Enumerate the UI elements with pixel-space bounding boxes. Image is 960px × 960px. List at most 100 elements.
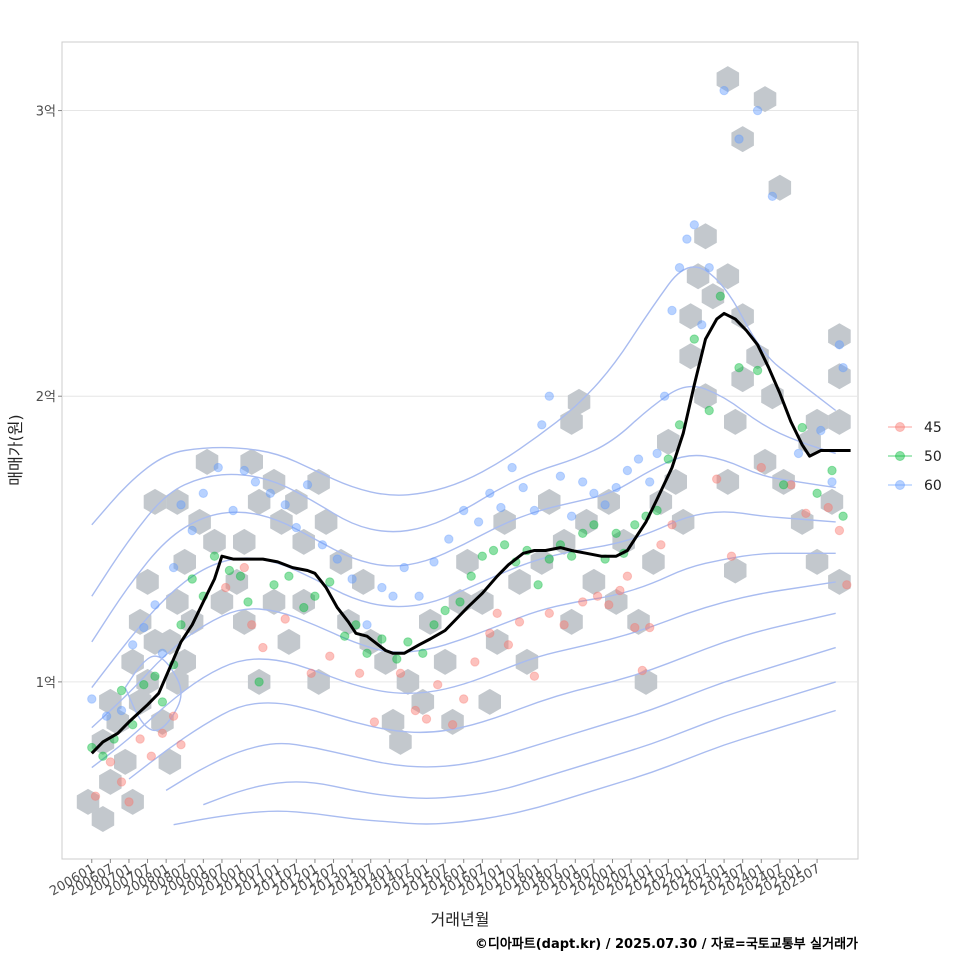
data-point-50 <box>566 551 577 561</box>
data-point-45 <box>459 694 469 704</box>
data-point-45 <box>615 585 625 596</box>
data-point-50 <box>392 654 402 664</box>
legend-key-dot <box>895 480 905 490</box>
hex-bin <box>143 488 167 515</box>
data-point-50 <box>533 580 543 590</box>
hex-bin <box>307 668 330 695</box>
hex-bin <box>805 408 829 435</box>
hex-bin <box>173 548 196 575</box>
data-point-60 <box>101 711 112 721</box>
data-point-45 <box>726 551 737 561</box>
data-point-50 <box>797 422 807 433</box>
data-point-45 <box>801 508 811 518</box>
data-point-60 <box>566 511 577 521</box>
hex-bin <box>716 66 740 93</box>
hex-bin <box>188 508 211 535</box>
data-point-45 <box>637 665 647 676</box>
data-point-45 <box>176 740 186 750</box>
data-point-60 <box>816 425 826 436</box>
hex-bin <box>292 588 315 615</box>
data-point-60 <box>239 465 250 476</box>
data-point-45 <box>354 668 365 678</box>
hex-bin <box>538 488 561 515</box>
density-contour <box>203 681 836 806</box>
density-contour <box>124 655 182 732</box>
x-axis-title: 거래년월 <box>431 910 490 929</box>
data-point-60 <box>198 488 209 498</box>
data-point-45 <box>630 622 640 633</box>
data-point-50 <box>778 480 789 490</box>
data-point-60 <box>176 500 186 510</box>
data-point-50 <box>224 565 235 576</box>
hex-bin <box>485 628 509 655</box>
data-point-50 <box>243 597 253 607</box>
data-point-60 <box>473 517 484 527</box>
data-point-60 <box>667 305 677 316</box>
data-point-50 <box>812 488 822 498</box>
hex-bin <box>314 508 338 535</box>
hex-bin <box>649 488 673 515</box>
trend-line-group <box>90 311 851 755</box>
data-point-50 <box>377 634 387 644</box>
data-point-50 <box>98 751 108 761</box>
data-point-45 <box>823 502 833 513</box>
data-point-60 <box>645 477 655 487</box>
hex-bin <box>805 548 829 575</box>
data-point-45 <box>578 597 588 607</box>
hex-bin <box>471 588 494 615</box>
hex-bin <box>411 688 435 715</box>
data-point-60 <box>518 482 528 493</box>
data-point-60 <box>633 454 644 464</box>
density-contours <box>91 266 837 826</box>
data-point-45 <box>544 608 554 618</box>
data-point-60 <box>659 391 670 401</box>
data-point-45 <box>834 525 845 536</box>
hex-bin <box>582 568 606 595</box>
data-point-60 <box>793 448 804 459</box>
data-point-60 <box>767 191 778 202</box>
density-contour <box>173 709 836 826</box>
data-point-45 <box>239 562 250 573</box>
data-point-45 <box>786 480 796 490</box>
hex-bin <box>381 708 405 735</box>
data-point-60 <box>652 448 662 459</box>
data-point-60 <box>674 263 685 273</box>
data-point-60 <box>752 105 763 116</box>
data-point-45 <box>622 571 633 581</box>
data-point-45 <box>157 728 168 738</box>
hex-bin <box>716 263 740 290</box>
data-point-45 <box>604 600 614 610</box>
data-point-50 <box>325 577 335 587</box>
hex-bin <box>233 608 256 635</box>
data-point-50 <box>299 602 309 613</box>
data-point-45 <box>146 751 157 761</box>
data-point-50 <box>362 648 372 658</box>
data-point-60 <box>213 462 223 473</box>
data-point-60 <box>485 488 495 498</box>
hex-bin <box>136 668 159 695</box>
data-point-60 <box>496 502 506 513</box>
density-contour <box>128 612 836 780</box>
data-point-45 <box>492 608 502 618</box>
trend-line <box>90 311 851 755</box>
data-point-60 <box>429 557 439 567</box>
data-point-45 <box>369 717 380 727</box>
data-point-60 <box>388 591 398 601</box>
hex-bin <box>772 468 795 495</box>
hex-bin <box>724 408 747 435</box>
hex-bin <box>121 788 144 815</box>
hex-bin <box>820 488 844 515</box>
hex-bin <box>166 668 189 695</box>
data-point-50 <box>340 631 350 641</box>
data-point-60 <box>187 525 197 536</box>
data-point-50 <box>715 291 726 301</box>
data-point-60 <box>838 363 848 373</box>
data-point-60 <box>704 263 714 273</box>
hex-bin <box>352 568 375 595</box>
data-point-60 <box>734 134 744 144</box>
hex-bin <box>210 588 234 615</box>
hex-bin <box>753 448 777 475</box>
hex-bin <box>679 303 702 330</box>
data-point-45 <box>529 671 540 681</box>
data-point-45 <box>447 720 458 730</box>
